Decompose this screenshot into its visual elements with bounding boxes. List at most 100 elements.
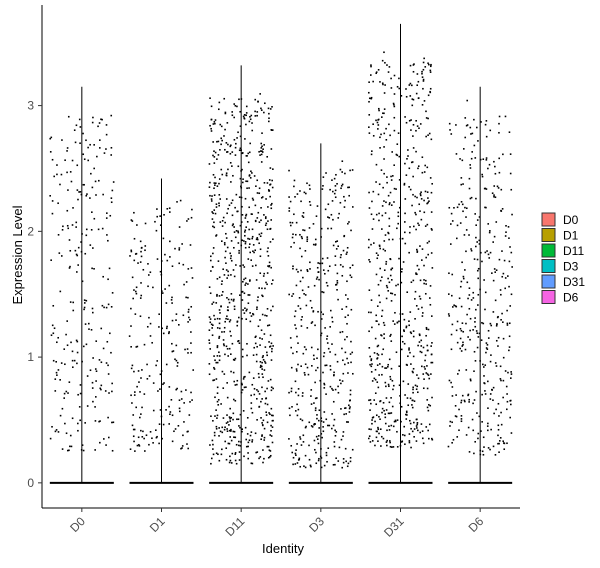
data-point xyxy=(430,345,432,347)
data-point xyxy=(270,435,273,437)
data-point xyxy=(416,250,419,253)
data-point xyxy=(133,370,135,373)
data-point xyxy=(302,211,305,214)
data-point xyxy=(301,289,304,292)
data-point xyxy=(52,359,55,362)
data-point xyxy=(238,98,240,101)
data-point xyxy=(225,317,227,320)
data-point xyxy=(475,197,477,200)
data-point xyxy=(249,312,251,314)
data-point xyxy=(375,436,378,439)
data-point xyxy=(219,198,222,200)
data-point xyxy=(188,414,191,416)
data-point xyxy=(269,456,271,458)
data-point xyxy=(238,249,240,252)
data-point xyxy=(99,420,101,422)
data-point xyxy=(343,195,345,198)
data-point xyxy=(252,199,255,201)
data-point xyxy=(323,382,325,385)
data-point xyxy=(380,315,383,318)
data-point xyxy=(310,322,313,324)
data-point xyxy=(332,190,334,193)
data-point xyxy=(174,247,176,250)
data-point xyxy=(399,402,402,405)
data-point xyxy=(211,218,214,220)
data-point xyxy=(384,422,387,425)
data-point xyxy=(66,344,69,347)
data-point xyxy=(270,429,272,432)
data-point xyxy=(304,363,307,366)
data-point xyxy=(476,412,478,414)
data-point xyxy=(485,342,488,344)
data-point xyxy=(377,426,379,429)
data-point xyxy=(209,321,212,324)
data-point xyxy=(398,77,400,80)
data-point xyxy=(269,378,272,381)
data-point xyxy=(161,290,163,292)
data-point xyxy=(255,335,257,338)
data-point xyxy=(460,201,463,203)
data-point xyxy=(398,365,401,368)
data-point xyxy=(227,355,229,357)
data-point xyxy=(214,212,217,215)
data-point xyxy=(377,354,380,356)
data-point xyxy=(416,248,418,251)
data-point xyxy=(300,269,302,272)
data-point xyxy=(498,131,500,134)
data-point xyxy=(191,399,193,401)
data-point xyxy=(265,198,267,200)
data-point xyxy=(312,223,315,225)
data-point xyxy=(295,327,297,330)
data-point xyxy=(311,306,313,309)
data-point xyxy=(192,369,195,371)
data-point xyxy=(191,277,194,279)
data-point xyxy=(408,167,411,170)
data-point xyxy=(247,237,249,240)
data-point xyxy=(369,363,371,366)
data-point xyxy=(467,394,469,397)
data-point xyxy=(257,100,259,103)
data-point xyxy=(75,339,78,342)
data-point xyxy=(419,279,422,282)
data-point xyxy=(300,444,303,446)
data-point xyxy=(405,411,408,414)
data-point xyxy=(217,399,220,401)
data-point xyxy=(214,396,216,399)
data-point xyxy=(302,434,305,437)
data-point xyxy=(489,230,491,232)
data-point xyxy=(430,353,433,356)
data-point xyxy=(326,460,328,463)
data-point xyxy=(497,402,500,405)
data-point xyxy=(251,439,254,441)
data-point xyxy=(369,355,371,358)
data-point xyxy=(508,131,511,134)
legend-label: D6 xyxy=(563,291,579,305)
data-point xyxy=(134,313,137,315)
data-point xyxy=(237,242,240,244)
data-point xyxy=(270,129,273,131)
data-point xyxy=(229,436,231,438)
data-point xyxy=(245,112,248,114)
data-point xyxy=(396,321,399,324)
data-point xyxy=(71,359,74,362)
data-point xyxy=(169,256,171,258)
data-point xyxy=(262,295,264,298)
data-point xyxy=(256,389,258,391)
data-point xyxy=(322,269,325,271)
data-point xyxy=(398,384,401,387)
data-point xyxy=(371,326,373,329)
data-point xyxy=(77,393,79,396)
data-point xyxy=(111,189,114,192)
data-point xyxy=(378,183,381,186)
data-point xyxy=(260,364,262,367)
data-point xyxy=(351,206,354,208)
data-point xyxy=(188,316,190,319)
data-point xyxy=(396,430,398,433)
data-point xyxy=(405,413,407,416)
data-point xyxy=(253,251,255,254)
data-point xyxy=(272,387,274,390)
data-point xyxy=(475,330,478,332)
data-point xyxy=(483,446,485,448)
data-point xyxy=(421,104,424,106)
data-point xyxy=(498,122,500,125)
